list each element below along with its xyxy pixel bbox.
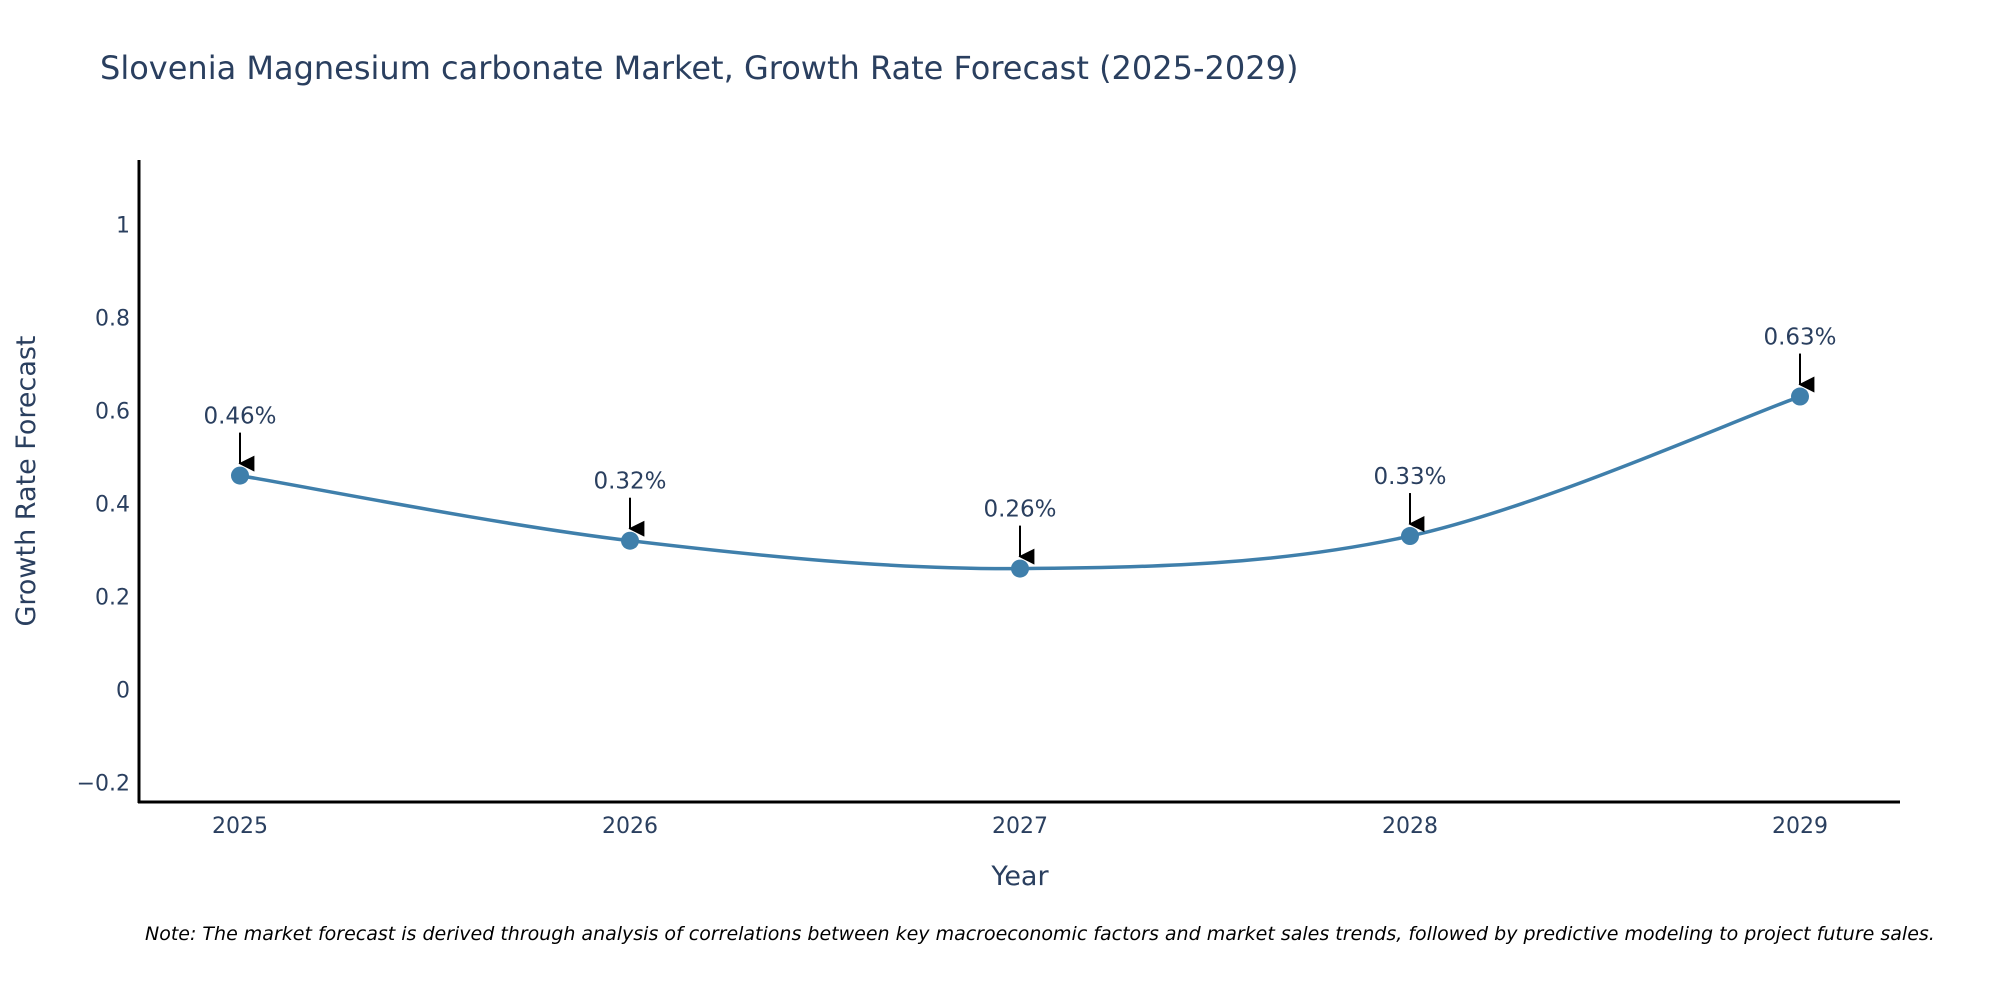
data-point <box>1401 527 1419 546</box>
data-annotations: 0.46% 0.32% 0.26% 0.33% 0.63% <box>203 325 1837 565</box>
chart-title: Slovenia Magnesium carbonate Market, Gro… <box>100 49 1298 87</box>
y-tick-label: 0.6 <box>95 400 130 425</box>
y-tick-label: 0.2 <box>95 586 130 611</box>
y-tick-label: 0.4 <box>95 493 130 518</box>
y-tick-label: 1 <box>116 214 130 239</box>
data-label: 0.32% <box>593 469 666 495</box>
data-label: 0.33% <box>1373 464 1446 490</box>
x-tick-label: 2025 <box>212 814 268 839</box>
data-label: 0.46% <box>203 404 276 430</box>
data-point <box>231 466 249 485</box>
y-axis-ticks: −0.2 0 0.2 0.4 0.6 0.8 1 <box>77 214 130 797</box>
data-label: 0.26% <box>983 497 1056 523</box>
footnote: Note: The market forecast is derived thr… <box>145 923 1935 945</box>
y-tick-label: 0 <box>116 679 130 704</box>
x-axis-title: Year <box>990 861 1049 892</box>
y-axis-title: Growth Rate Forecast <box>11 335 42 626</box>
x-tick-label: 2026 <box>602 814 658 839</box>
x-tick-label: 2028 <box>1382 814 1438 839</box>
y-tick-label: 0.8 <box>95 307 130 332</box>
data-label: 0.63% <box>1763 325 1836 351</box>
data-point <box>1791 387 1809 406</box>
x-axis-ticks: 2025 2026 2027 2028 2029 <box>212 814 1828 839</box>
x-tick-label: 2027 <box>992 814 1048 839</box>
data-point <box>1011 559 1029 578</box>
x-tick-label: 2029 <box>1772 814 1828 839</box>
y-tick-label: −0.2 <box>77 772 130 797</box>
data-point <box>621 531 639 550</box>
